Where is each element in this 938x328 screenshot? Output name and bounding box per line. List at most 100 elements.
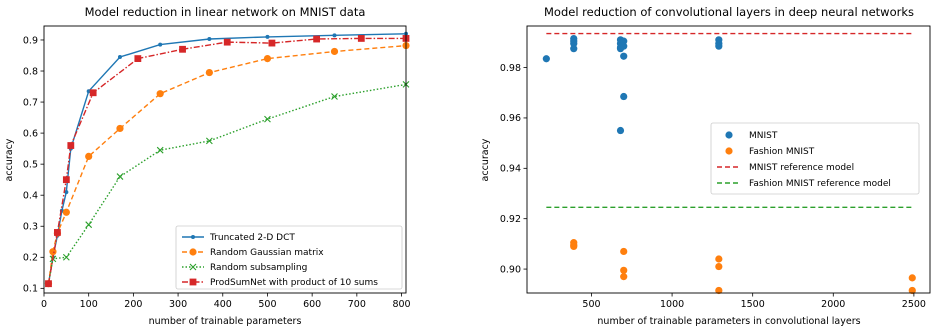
left-x-tick-label: 100 [80, 299, 98, 310]
left-legend-label: Truncated 2-D DCT [209, 233, 295, 243]
right-y-tick-label: 0.90 [500, 264, 521, 275]
left-data-point [205, 137, 213, 145]
right-data-point [570, 40, 578, 48]
left-y-tick-label: 0.5 [23, 159, 38, 170]
right-data-point [620, 247, 628, 256]
left-data-point [116, 173, 124, 180]
left-legend-swatch-marker [189, 278, 197, 286]
left-data-point [85, 221, 93, 229]
left-y-tick-label: 0.4 [23, 191, 38, 202]
left-y-axis-label: accuracy [4, 138, 15, 181]
left-data-point [85, 152, 93, 160]
left-y-tick-label: 0.1 [23, 284, 38, 295]
left-data-point [67, 142, 75, 149]
right-data-point [620, 273, 628, 281]
right-x-tick-label: 1000 [660, 299, 684, 310]
left-data-point [265, 34, 270, 39]
left-y-tick-label: 0.3 [23, 222, 38, 233]
left-legend-swatch-marker [189, 248, 197, 256]
left-y-tick-label: 0.6 [23, 128, 38, 139]
left-data-point [45, 280, 52, 288]
right-legend-swatch-marker [725, 147, 733, 155]
right-data-point [620, 52, 628, 60]
right-data-point [908, 286, 916, 295]
right-data-point [715, 42, 723, 50]
right-data-point [620, 92, 628, 101]
right-data-point [542, 55, 550, 63]
right-legend-swatch-marker [725, 131, 733, 139]
left-data-point [330, 47, 339, 56]
right-chart-title: Model reduction of convolutional layers … [544, 5, 914, 19]
left-data-point [205, 68, 213, 77]
right-plot-frame [526, 25, 931, 294]
right-data-point [620, 37, 628, 45]
left-x-axis-label: number of trainable parameters [149, 316, 302, 327]
right-y-tick-label: 0.94 [500, 164, 521, 175]
left-data-point [223, 38, 231, 46]
left-data-point [313, 35, 321, 43]
left-data-point [64, 190, 69, 195]
right-legend-label: MNIST reference model [749, 163, 854, 173]
right-y-axis-label: accuracy [480, 138, 491, 181]
right-x-tick-label: 500 [582, 299, 600, 310]
right-y-tick-label: 0.92 [500, 214, 521, 225]
left-legend-swatch-marker [189, 263, 197, 271]
left-plot-area [44, 31, 410, 288]
left-series-line [47, 83, 407, 284]
right-plot-area [542, 32, 916, 295]
right-legend-label: Fashion MNIST reference model [749, 179, 891, 189]
left-data-point [264, 115, 271, 123]
left-data-point [117, 55, 122, 60]
left-chart-panel: Model reduction in linear network on MNI… [4, 5, 411, 327]
left-y-tick-label: 0.7 [23, 97, 38, 108]
left-data-point [134, 55, 142, 62]
left-legend-label: Random Gaussian matrix [210, 248, 324, 258]
left-legend-label: Random subsampling [210, 263, 307, 273]
right-data-point [620, 42, 628, 50]
left-legend-swatch-marker [191, 235, 195, 239]
right-series-0 [542, 34, 723, 135]
left-data-point [332, 33, 337, 38]
left-data-point [86, 89, 91, 94]
right-legend-label: Fashion MNIST [749, 147, 815, 157]
right-x-tick-label: 1500 [741, 299, 765, 310]
left-data-point [89, 89, 97, 97]
left-series-line [47, 37, 406, 284]
right-data-point [570, 45, 578, 53]
left-data-point [207, 37, 212, 42]
right-axis-ticks: 500 1000 1500 2000 2500 0.90 0.92 0.94 0.96 0.98 [500, 63, 926, 310]
right-data-point [616, 126, 625, 135]
right-y-tick-label: 0.96 [500, 113, 521, 124]
left-data-point [62, 208, 70, 216]
right-data-point [715, 286, 723, 295]
left-data-point [62, 253, 70, 261]
left-plot-frame [43, 25, 407, 294]
right-data-point [715, 255, 723, 263]
left-y-tick-label: 0.2 [23, 253, 38, 264]
left-legend-box [175, 225, 403, 290]
left-x-tick-label: 300 [169, 299, 187, 310]
left-data-point [156, 90, 164, 98]
left-x-tick-label: 200 [124, 299, 142, 310]
left-data-point [116, 124, 124, 133]
right-data-point [570, 242, 578, 251]
left-data-point [357, 35, 365, 42]
left-data-point [331, 93, 338, 100]
left-data-point [263, 54, 272, 63]
right-data-point [620, 266, 628, 274]
left-legend: Truncated 2-D DCT Random Gaussian matrix R… [175, 225, 403, 290]
left-series-3 [45, 35, 410, 288]
right-legend: MNIST Fashion MNIST MNIST reference model F… [710, 122, 920, 195]
right-x-axis-label: number of trainable parameters in convol… [597, 316, 860, 327]
left-y-tick-label: 0.9 [23, 35, 38, 46]
left-y-tick-label: 0.8 [23, 66, 38, 77]
right-legend-box [710, 122, 920, 195]
left-x-tick-label: 600 [303, 299, 321, 310]
left-x-tick-label: 800 [392, 299, 410, 310]
right-legend-label: MNIST [749, 131, 778, 141]
right-x-tick-label: 2500 [902, 299, 926, 310]
left-data-point [158, 42, 163, 47]
left-data-point [54, 229, 61, 236]
left-x-tick-label: 400 [214, 299, 232, 310]
